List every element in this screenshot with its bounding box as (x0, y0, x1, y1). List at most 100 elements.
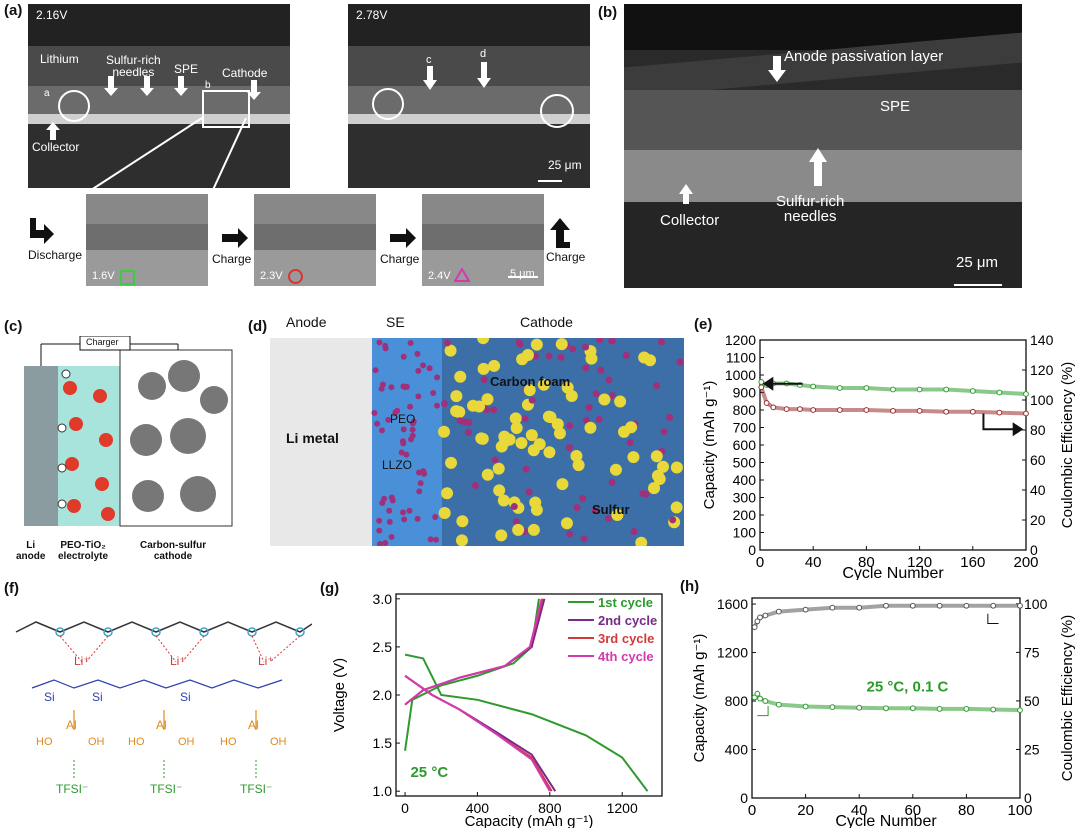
data-point (758, 384, 765, 391)
y-axis-label: Voltage (V) (331, 658, 348, 732)
sulfur-particle (450, 405, 463, 418)
peo-dot (371, 409, 378, 416)
sulfur-particle (454, 370, 467, 383)
x-axis-label: Cycle Number (842, 565, 944, 580)
peo-dot (410, 418, 417, 425)
carbon-foam-label: Carbon foam (490, 374, 571, 389)
sulfur-needles-label: Sulfur-rich needles (106, 53, 161, 79)
sulfur-particle (503, 433, 516, 446)
zoom-image-2 (254, 194, 376, 286)
tfsi-label-2: TFSI⁻ (150, 782, 183, 796)
y2-tick-label: 60 (1030, 452, 1046, 468)
x-tick-label: 40 (805, 554, 822, 571)
sulfur-particle (648, 482, 661, 495)
square-marker-icon (120, 270, 135, 285)
x-tick-label: 1200 (607, 800, 638, 816)
data-point (943, 408, 950, 415)
llzo-particle (516, 340, 524, 348)
panel-label-h: (h) (680, 578, 700, 595)
mark-d: d (480, 48, 487, 60)
peo-dot (420, 468, 427, 475)
llzo-particle (521, 415, 529, 423)
peo-dot (434, 374, 441, 381)
sulfur-particle (570, 449, 583, 462)
llzo-particle (443, 339, 451, 347)
data-point (856, 704, 863, 711)
peo-dot (388, 494, 395, 501)
llzo-particle (657, 338, 665, 346)
y2-tick-label: 25 (1024, 741, 1040, 757)
peo-dot (376, 517, 383, 524)
x-tick-label: 60 (904, 802, 921, 819)
sulfur-particle (515, 437, 528, 450)
y-tick-label: 500 (733, 455, 757, 471)
sulfur-particle (450, 390, 463, 403)
peo-dot (386, 507, 393, 514)
llzo-particle (585, 403, 593, 411)
x-tick-label: 400 (466, 800, 490, 816)
peo-dot (416, 488, 423, 495)
peo-dot (392, 409, 399, 416)
cathode-label-d: Cathode (520, 314, 573, 330)
sulfur-particle (438, 507, 451, 520)
y2-tick-label: 75 (1024, 644, 1040, 660)
llzo-particle (591, 507, 599, 515)
sulfur-particle (598, 393, 611, 406)
peo-dot (374, 420, 381, 427)
peo-dot (426, 365, 433, 372)
data-point (770, 404, 777, 411)
data-point (943, 386, 950, 393)
annotation-h: 25 °C, 0.1 C (867, 678, 949, 695)
llzo-particle (622, 351, 630, 359)
sulfur-particle (614, 395, 627, 408)
sulfur-particle (650, 450, 663, 463)
sulfur-particle (527, 523, 540, 536)
panel-label-c: (c) (4, 318, 23, 335)
llzo-particle (580, 535, 588, 543)
triangle-marker-icon (454, 268, 470, 282)
panel-label-b: (b) (598, 4, 618, 21)
y2-tick-label: 140 (1030, 332, 1054, 348)
needles-label-b: Sulfur-rich needles (776, 193, 845, 225)
peo-dot (382, 540, 389, 547)
data-point (1017, 602, 1023, 609)
llzo-particle (595, 415, 603, 423)
y2-tick-label: 0 (1030, 542, 1038, 558)
ho-label-2: HO (128, 736, 145, 748)
peo-dot (399, 509, 406, 516)
data-point (909, 705, 916, 712)
data-point (802, 703, 809, 710)
se-label: SE (386, 314, 405, 330)
peo-dot (434, 402, 441, 409)
series-line (752, 603, 1020, 628)
legend-label: 4th cycle (598, 649, 654, 664)
x-tick-label: 160 (960, 554, 985, 571)
data-point (883, 705, 889, 712)
y-tick-label: 1100 (726, 350, 756, 366)
data-point (757, 614, 763, 621)
panel-label-g: (g) (320, 580, 340, 597)
spe-label-b: SPE (880, 98, 911, 115)
peo-dot (402, 384, 409, 391)
panel-d-diagram (270, 332, 684, 549)
x-axis-label: Capacity (mAh g⁻¹) (465, 813, 594, 828)
peo-dot (415, 367, 422, 374)
sulfur-particle (525, 429, 538, 442)
sulfur-particle (441, 487, 454, 500)
panel-c-diagram (18, 335, 238, 540)
arrow-right-line (982, 413, 1016, 431)
arrow-left-head (762, 376, 774, 391)
sulfur-particle (523, 384, 536, 397)
llzo-particle (639, 489, 647, 497)
ho-label-3: HO (220, 736, 237, 748)
si-label-1: Si (44, 690, 55, 704)
llzo-particle (573, 503, 581, 511)
data-point (863, 407, 870, 413)
y-tick-label: 0 (748, 542, 756, 558)
sulfur-particle (516, 353, 529, 366)
sulfur-particle (584, 421, 597, 434)
y2-axis-label: Coulombic Efficiency (%) (1059, 615, 1076, 781)
voltage-label-left: 2.16V (36, 8, 68, 22)
data-point (996, 409, 1003, 416)
sulfur-particle (529, 496, 542, 509)
